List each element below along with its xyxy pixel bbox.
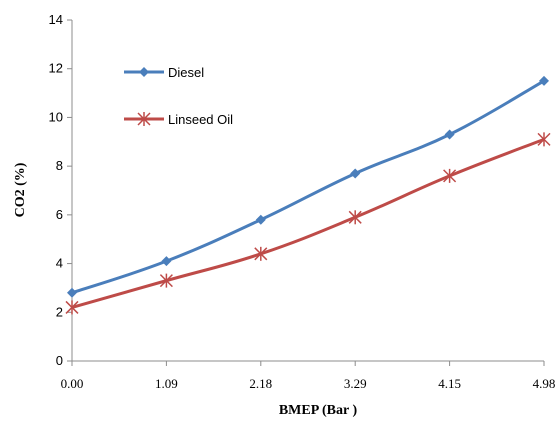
data-point-linseed-oil <box>443 168 457 183</box>
y-tick-label: 14 <box>49 12 63 27</box>
x-tick-label: 3.29 <box>344 376 367 391</box>
data-point-diesel <box>255 214 266 225</box>
legend-item-diesel: Diesel <box>124 65 204 80</box>
y-tick-label: 4 <box>56 256 63 271</box>
y-axis-ticks: 0 2 4 6 8 10 12 14 <box>49 12 72 368</box>
data-point-linseed-oil <box>537 132 551 147</box>
y-tick-label: 8 <box>56 158 63 173</box>
y-tick-label: 2 <box>56 304 63 319</box>
y-tick-label: 10 <box>49 109 63 124</box>
x-tick-label: 4.98 <box>533 376 556 391</box>
y-tick-label: 0 <box>56 353 63 368</box>
legend-label-linseed-oil: Linseed Oil <box>168 112 233 127</box>
data-point-diesel <box>67 287 77 298</box>
data-point-diesel <box>350 168 361 179</box>
data-point-linseed-oil <box>254 246 268 261</box>
x-axis-title: BMEP (Bar ) <box>279 403 358 418</box>
data-point-diesel <box>539 75 549 86</box>
x-axis-ticks: 0.00 1.09 2.18 3.29 4.15 4.98 <box>61 361 556 391</box>
data-point-linseed-oil <box>348 210 362 225</box>
x-tick-label: 4.15 <box>438 376 461 391</box>
y-tick-label: 6 <box>56 207 63 222</box>
data-point-diesel <box>444 129 455 140</box>
legend: Diesel Linseed Oil <box>124 65 233 127</box>
legend-diamond-marker <box>139 67 149 77</box>
y-tick-label: 12 <box>49 61 63 76</box>
x-tick-label: 0.00 <box>61 376 84 391</box>
series-line-diesel <box>71 79 545 295</box>
legend-label-diesel: Diesel <box>168 65 204 80</box>
data-point-diesel <box>161 256 172 267</box>
series-line-linseed-oil <box>71 137 545 309</box>
x-tick-label: 1.09 <box>155 376 178 391</box>
legend-asterisk-marker <box>137 112 151 126</box>
data-point-linseed-oil <box>159 273 173 288</box>
x-tick-label: 2.18 <box>249 376 272 391</box>
y-axis-title: CO2 (%) <box>13 162 28 217</box>
series-layer <box>65 75 551 315</box>
data-point-linseed-oil <box>65 300 79 315</box>
legend-item-linseed-oil: Linseed Oil <box>124 112 233 127</box>
